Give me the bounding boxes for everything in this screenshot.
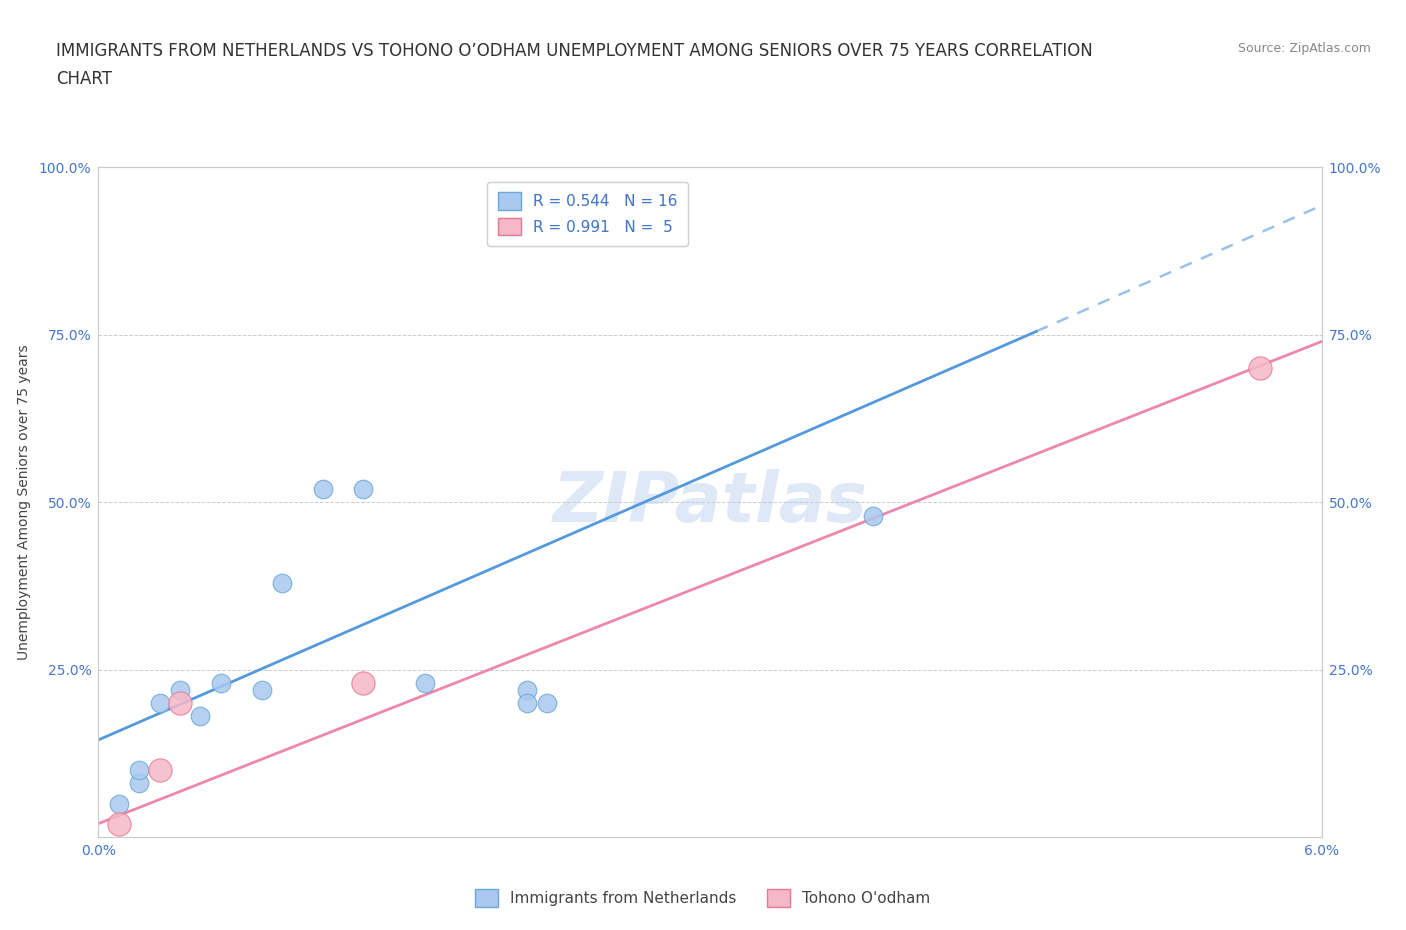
Point — [1249, 361, 1271, 376]
Text: CHART: CHART — [56, 70, 112, 87]
Point — [169, 696, 191, 711]
Point — [516, 683, 538, 698]
Point — [108, 817, 131, 831]
Text: IMMIGRANTS FROM NETHERLANDS VS TOHONO O’ODHAM UNEMPLOYMENT AMONG SENIORS OVER 75: IMMIGRANTS FROM NETHERLANDS VS TOHONO O’… — [56, 42, 1092, 60]
Y-axis label: Unemployment Among Seniors over 75 years: Unemployment Among Seniors over 75 years — [17, 344, 31, 660]
Point — [128, 776, 150, 790]
Point — [311, 482, 335, 497]
Point — [352, 482, 374, 497]
Point — [536, 696, 558, 711]
Point — [516, 696, 538, 711]
Text: Source: ZipAtlas.com: Source: ZipAtlas.com — [1237, 42, 1371, 55]
Point — [413, 675, 436, 690]
Text: ZIPatlas: ZIPatlas — [553, 469, 868, 536]
Point — [209, 675, 232, 690]
Point — [128, 763, 150, 777]
Point — [862, 508, 884, 523]
Point — [270, 575, 292, 590]
Legend: R = 0.544   N = 16, R = 0.991   N =  5: R = 0.544 N = 16, R = 0.991 N = 5 — [488, 181, 688, 246]
Point — [188, 709, 212, 724]
Point — [149, 763, 172, 777]
Point — [352, 675, 374, 690]
Point — [149, 696, 172, 711]
Point — [250, 683, 273, 698]
Point — [108, 796, 131, 811]
Point — [169, 683, 191, 698]
Legend: Immigrants from Netherlands, Tohono O'odham: Immigrants from Netherlands, Tohono O'od… — [470, 884, 936, 913]
